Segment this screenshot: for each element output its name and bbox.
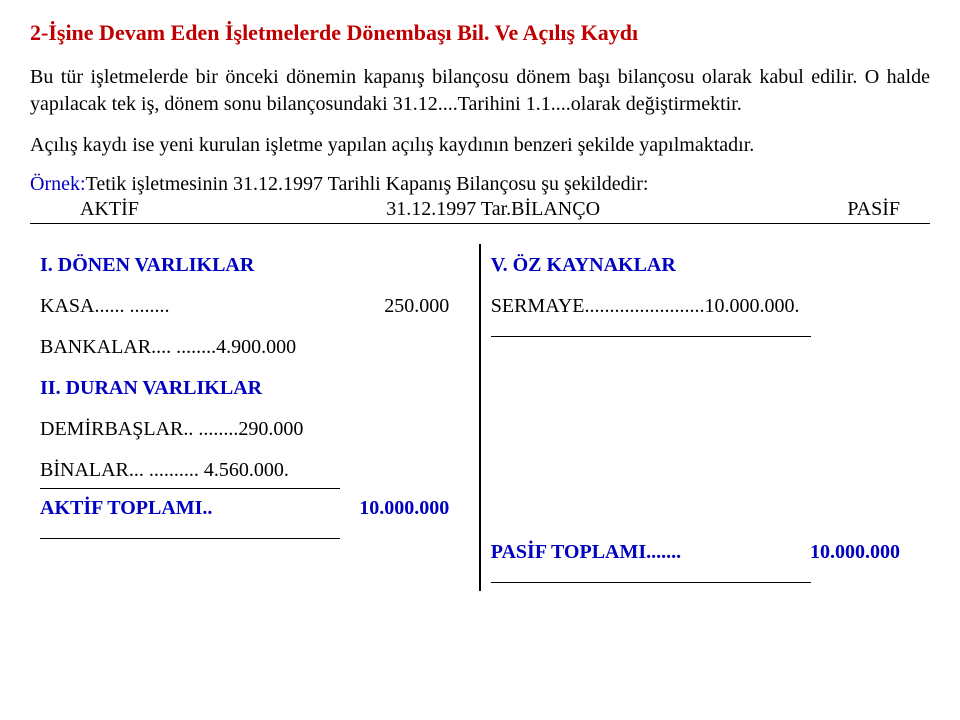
left-column: I. DÖNEN VARLIKLAR KASA...... ........ 2… [30,244,479,591]
header-aktif: AKTİF [80,198,139,221]
example-line: Örnek:Tetik işletmesinin 31.12.1997 Tari… [30,173,930,196]
demirbaslar-label: DEMİRBAŞLAR.. ........290.000 [40,418,469,441]
binalar-label: BİNALAR... .......... 4.560.000. [40,459,469,482]
right-subtotal-rule [491,336,811,337]
balance-sheet: I. DÖNEN VARLIKLAR KASA...... ........ 2… [30,244,930,591]
aktif-toplam-label: AKTİF TOPLAMI.. [40,497,309,520]
row-sermaye: SERMAYE........................10.000.00… [491,295,920,318]
section-duran-varliklar: II. DURAN VARLIKLAR [40,377,469,400]
row-bankalar: BANKALAR.... ........4.900.000 [40,336,469,359]
paragraph-2: Açılış kaydı ise yeni kurulan işletme ya… [30,132,930,159]
header-title: 31.12.1997 Tar.BİLANÇO [139,198,847,221]
row-pasif-toplam: PASİF TOPLAMI....... 10.000.000 [491,541,920,564]
kasa-label: KASA...... ........ [40,295,309,318]
sermaye-label: SERMAYE........................10.000.00… [491,295,920,318]
right-column: V. ÖZ KAYNAKLAR SERMAYE.................… [481,244,930,591]
section-donen-varliklar: I. DÖNEN VARLIKLAR [40,254,469,277]
example-text: Tetik işletmesinin 31.12.1997 Tarihli Ka… [86,173,649,195]
header-rule [30,223,930,224]
pasif-toplam-label: PASİF TOPLAMI....... [491,541,760,564]
pasif-toplam-value: 10.000.000 [760,541,920,564]
row-kasa: KASA...... ........ 250.000 [40,295,469,318]
right-total-rule [491,582,811,583]
left-total-rule [40,538,340,539]
header-pasif: PASİF [847,198,900,221]
example-prefix: Örnek: [30,173,86,195]
kasa-value: 250.000 [309,295,469,318]
bankalar-label: BANKALAR.... ........4.900.000 [40,336,469,359]
balance-header: AKTİF 31.12.1997 Tar.BİLANÇO PASİF [30,198,930,221]
section-oz-kaynaklar: V. ÖZ KAYNAKLAR [491,254,920,277]
paragraph-1: Bu tür işletmelerde bir önceki dönemin k… [30,64,930,118]
page-title: 2-İşine Devam Eden İşletmelerde Dönembaş… [30,20,930,46]
aktif-toplam-value: 10.000.000 [309,497,469,520]
row-aktif-toplam: AKTİF TOPLAMI.. 10.000.000 [40,497,469,520]
left-subtotal-rule [40,488,340,489]
row-demirbaslar: DEMİRBAŞLAR.. ........290.000 [40,418,469,441]
row-binalar: BİNALAR... .......... 4.560.000. [40,459,469,482]
